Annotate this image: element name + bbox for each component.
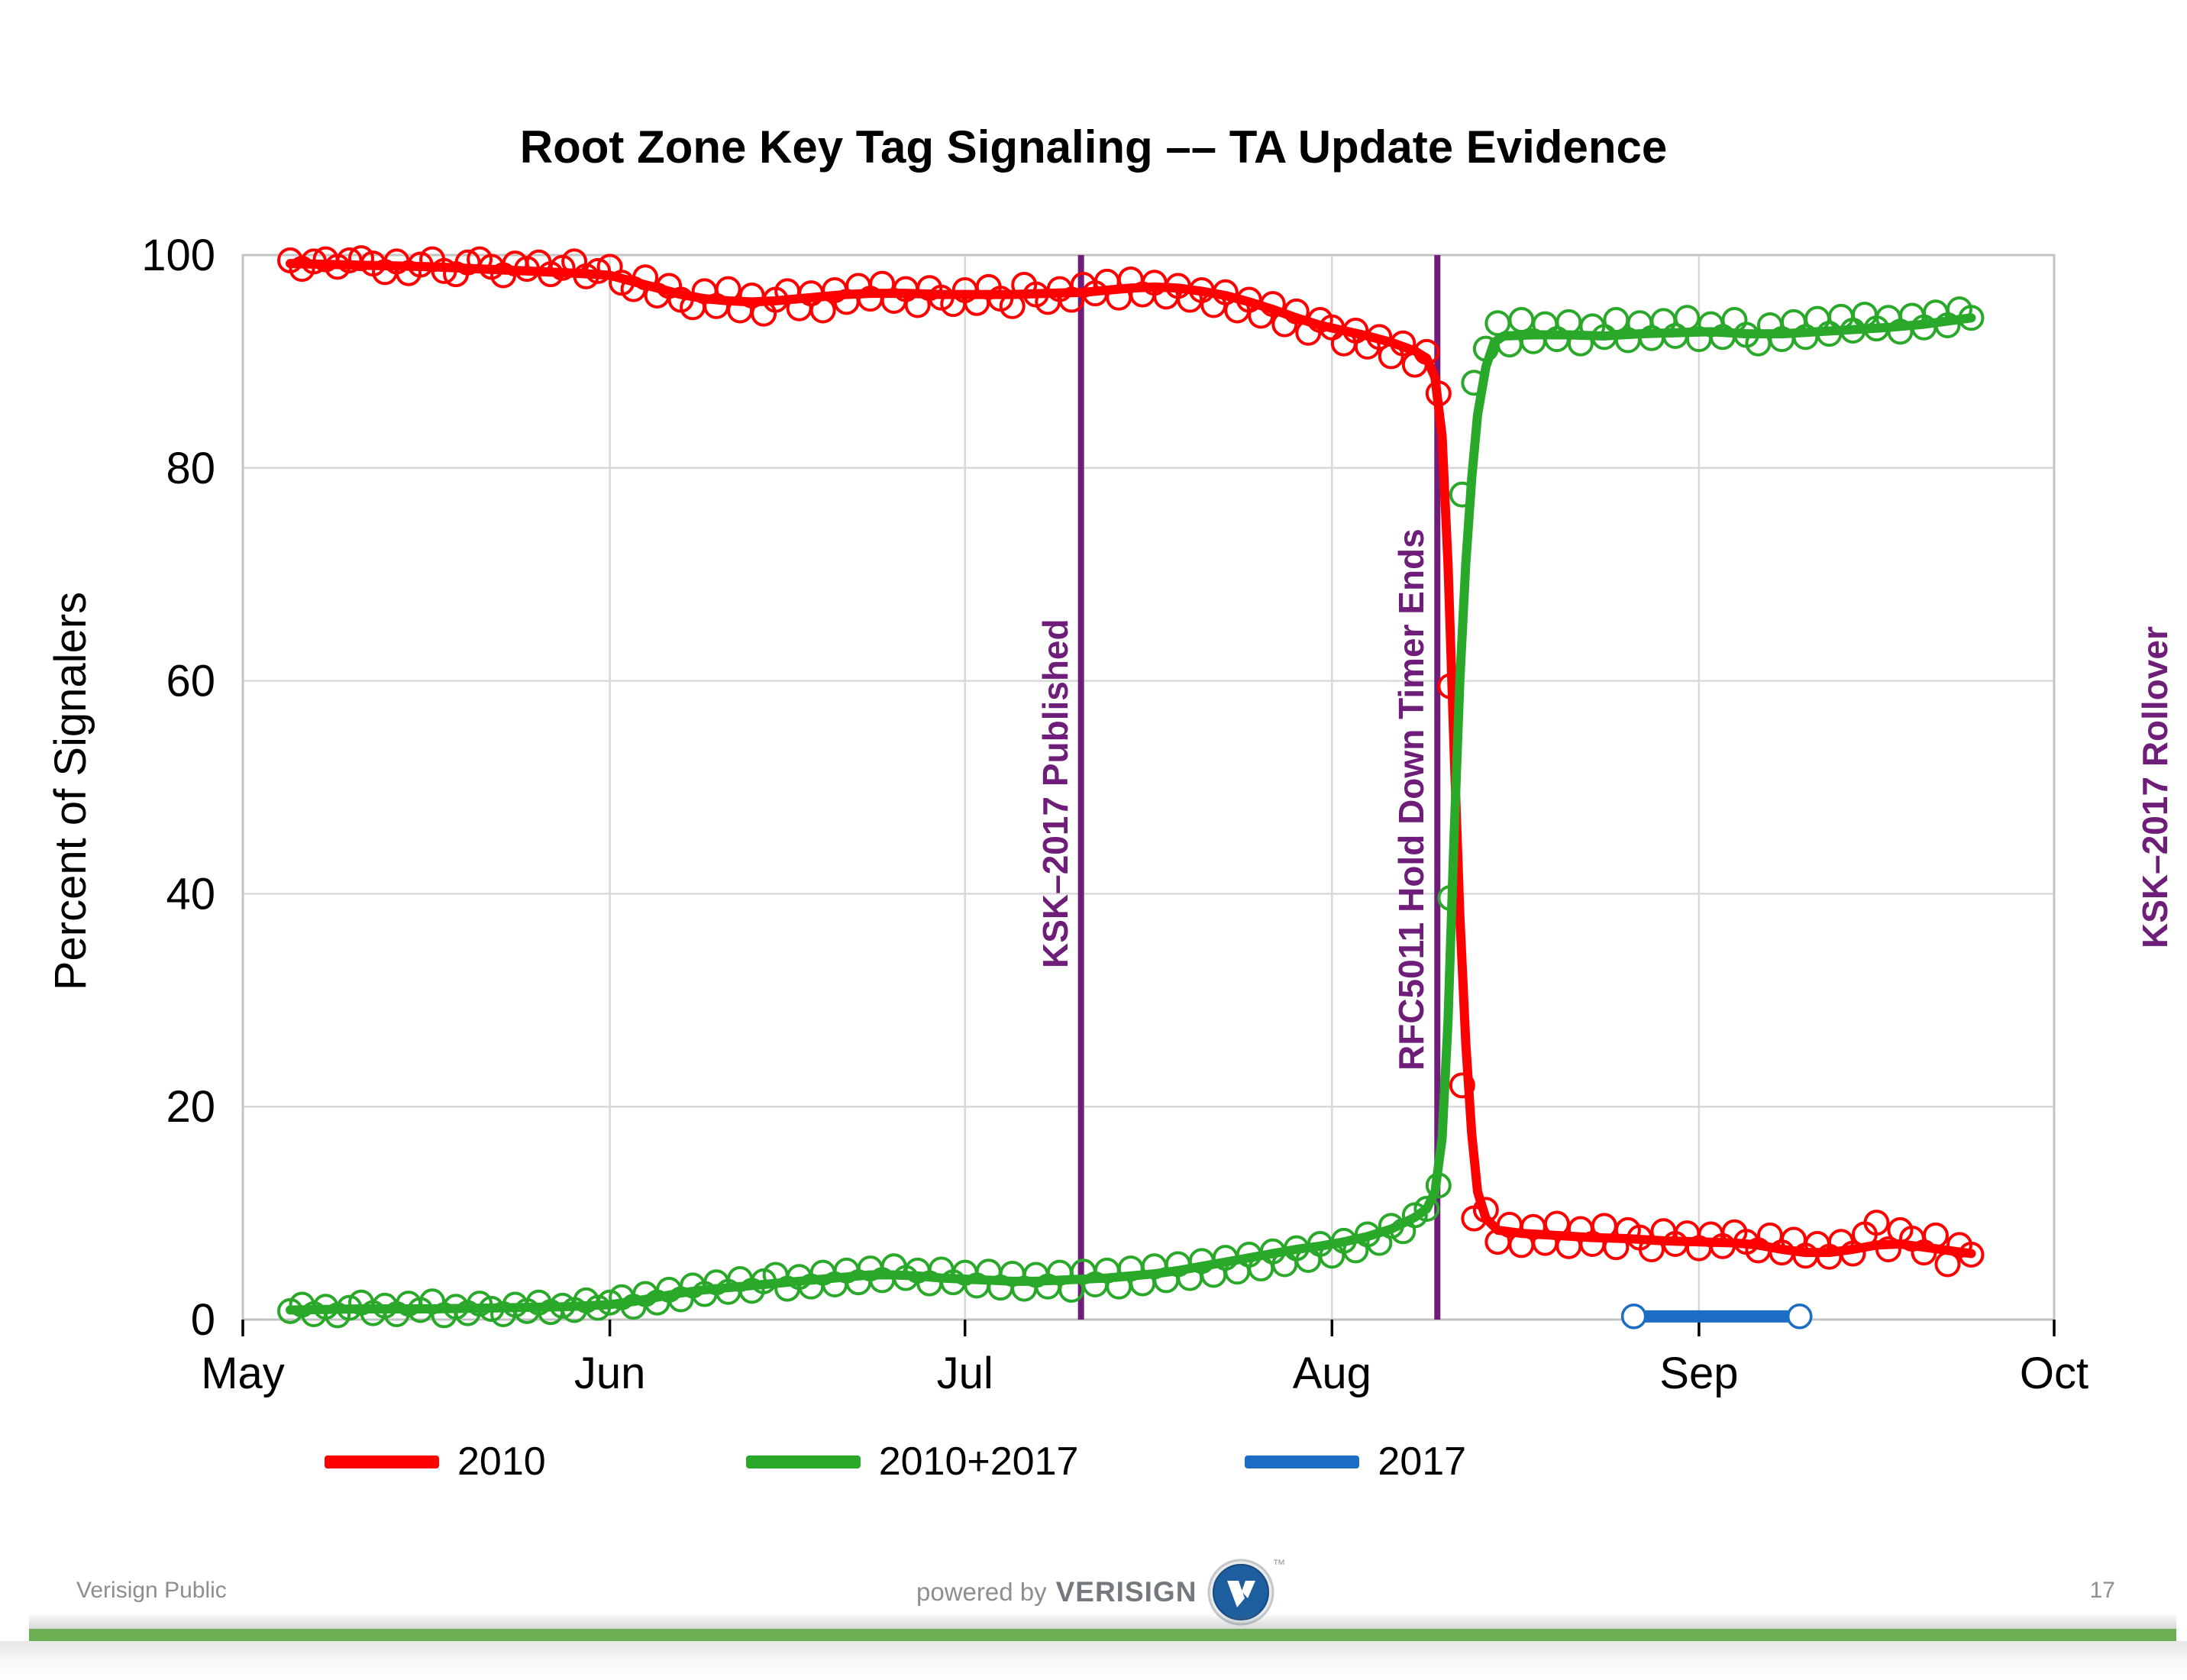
series-point-2010+2017 [1555, 309, 1582, 335]
page-number: 17 [2089, 1578, 2115, 1603]
series-point-2010+2017 [1508, 307, 1535, 334]
x-tick-label: May [201, 1349, 285, 1398]
series-endpoint-2017 [1786, 1304, 1813, 1329]
powered-by-text: powered by [916, 1578, 1047, 1606]
footer-green-bar [29, 1629, 2176, 1641]
x-tick-label: Jun [574, 1349, 646, 1398]
legend-swatch-2010+2017 [745, 1455, 861, 1468]
x-tick-label: Sep [1659, 1349, 1738, 1398]
verisign-logo-icon: ™ [1207, 1557, 1285, 1626]
series-point-2010+2017 [1827, 303, 1854, 330]
powered-by-verisign: powered by VERISIGN ™ [916, 1557, 1285, 1627]
y-tick-label: 80 [166, 444, 215, 493]
series-point-2010+2017 [1484, 310, 1511, 337]
chart-canvas: May Jun Jul Aug Sep Oct 0 20 40 60 80 100 Percent of… [46, 231, 2175, 1398]
y-tick-label: 0 [191, 1295, 215, 1345]
legend-label: 2010+2017 [878, 1439, 1079, 1484]
legend-swatch-2017 [1245, 1455, 1360, 1468]
series-point-2010 [1449, 1072, 1475, 1099]
series-point-2010+2017 [1721, 307, 1748, 334]
legend-item-2017: 2017 [1245, 1439, 1466, 1485]
legend-label: 2010 [457, 1439, 546, 1484]
footer-classification: Verisign Public [76, 1578, 227, 1603]
x-tick-label: Oct [2020, 1349, 2088, 1398]
series-point-2010+2017 [1851, 302, 1878, 328]
series-line-2010 [286, 259, 1976, 1258]
chart-legend: 2010 2010+2017 2017 [325, 1439, 1466, 1485]
legend-label: 2017 [1378, 1439, 1467, 1484]
verisign-wordmark: VERISIGN [1055, 1576, 1197, 1607]
annotation-ksk-published: KSK–2017 Published [1035, 619, 1075, 968]
annotation-rfc5011: RFC5011 Hold Down Timer Ends [1391, 528, 1431, 1071]
y-tick-label: 40 [166, 869, 215, 919]
y-axis-title: Percent of Signalers [46, 592, 95, 990]
series-point-2010 [1863, 1210, 1890, 1236]
series-point-2010+2017 [1674, 305, 1701, 331]
chart-title: Root Zone Key Tag Signaling –– TA Update… [519, 121, 1668, 173]
series-point-2010+2017 [1413, 1196, 1440, 1223]
series-endpoint-2017 [1620, 1304, 1647, 1329]
trademark: ™ [1272, 1557, 1286, 1572]
y-tick-label: 60 [166, 657, 215, 706]
series-line-2010+2017 [286, 313, 1976, 1315]
y-tick-label: 100 [141, 231, 215, 280]
y-tick-label: 20 [166, 1082, 215, 1132]
x-tick-label: Aug [1293, 1349, 1371, 1398]
x-tick-label: Jul [937, 1349, 993, 1398]
annotation-ksk-rollover: KSK–2017 Rollover [2135, 626, 2175, 948]
plot-frame [241, 254, 2056, 1321]
legend-item-2010+2017: 2010+2017 [745, 1439, 1079, 1485]
legend-item-2010: 2010 [325, 1439, 546, 1485]
legend-swatch-2010 [325, 1455, 439, 1468]
footer-bar-shadow [29, 1613, 2176, 1629]
slide-bottom-shadow [0, 1641, 2187, 1680]
